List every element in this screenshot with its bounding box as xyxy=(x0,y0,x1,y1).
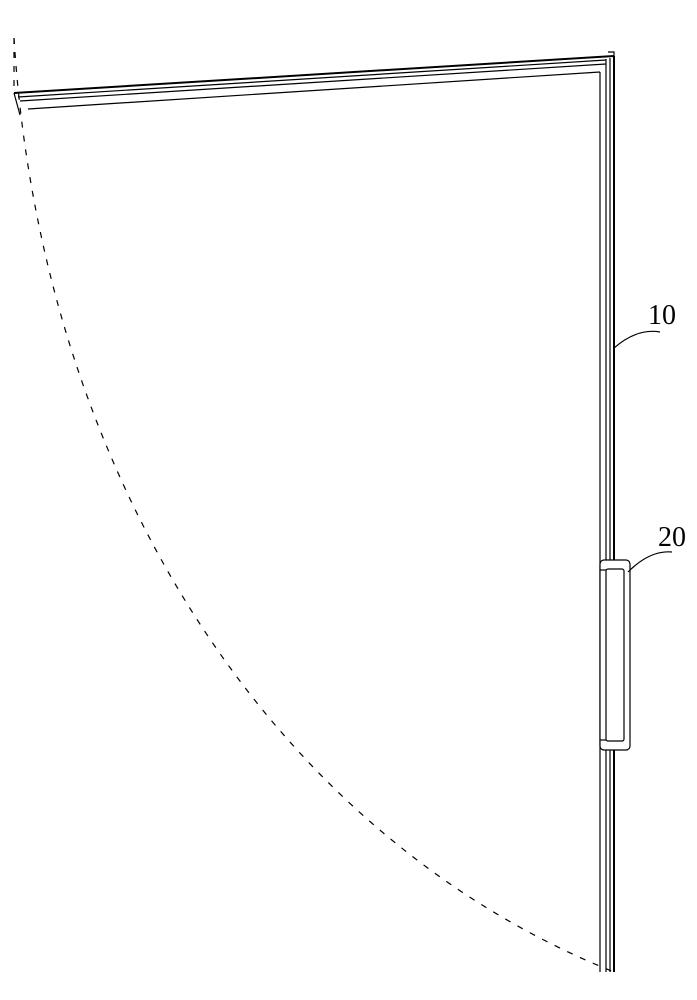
callout-label-10: 10 xyxy=(648,300,676,331)
leader-10 xyxy=(614,331,660,348)
patent-figure: 10 20 xyxy=(0,0,697,1000)
frame-top-outer xyxy=(14,56,614,93)
frame-top-rail-2 xyxy=(20,64,606,101)
callout-label-20: 20 xyxy=(658,522,686,553)
handle-outer xyxy=(600,560,630,750)
frame-top-rail-1 xyxy=(18,60,606,97)
leader-20 xyxy=(628,552,672,572)
swing-arc xyxy=(14,38,614,972)
